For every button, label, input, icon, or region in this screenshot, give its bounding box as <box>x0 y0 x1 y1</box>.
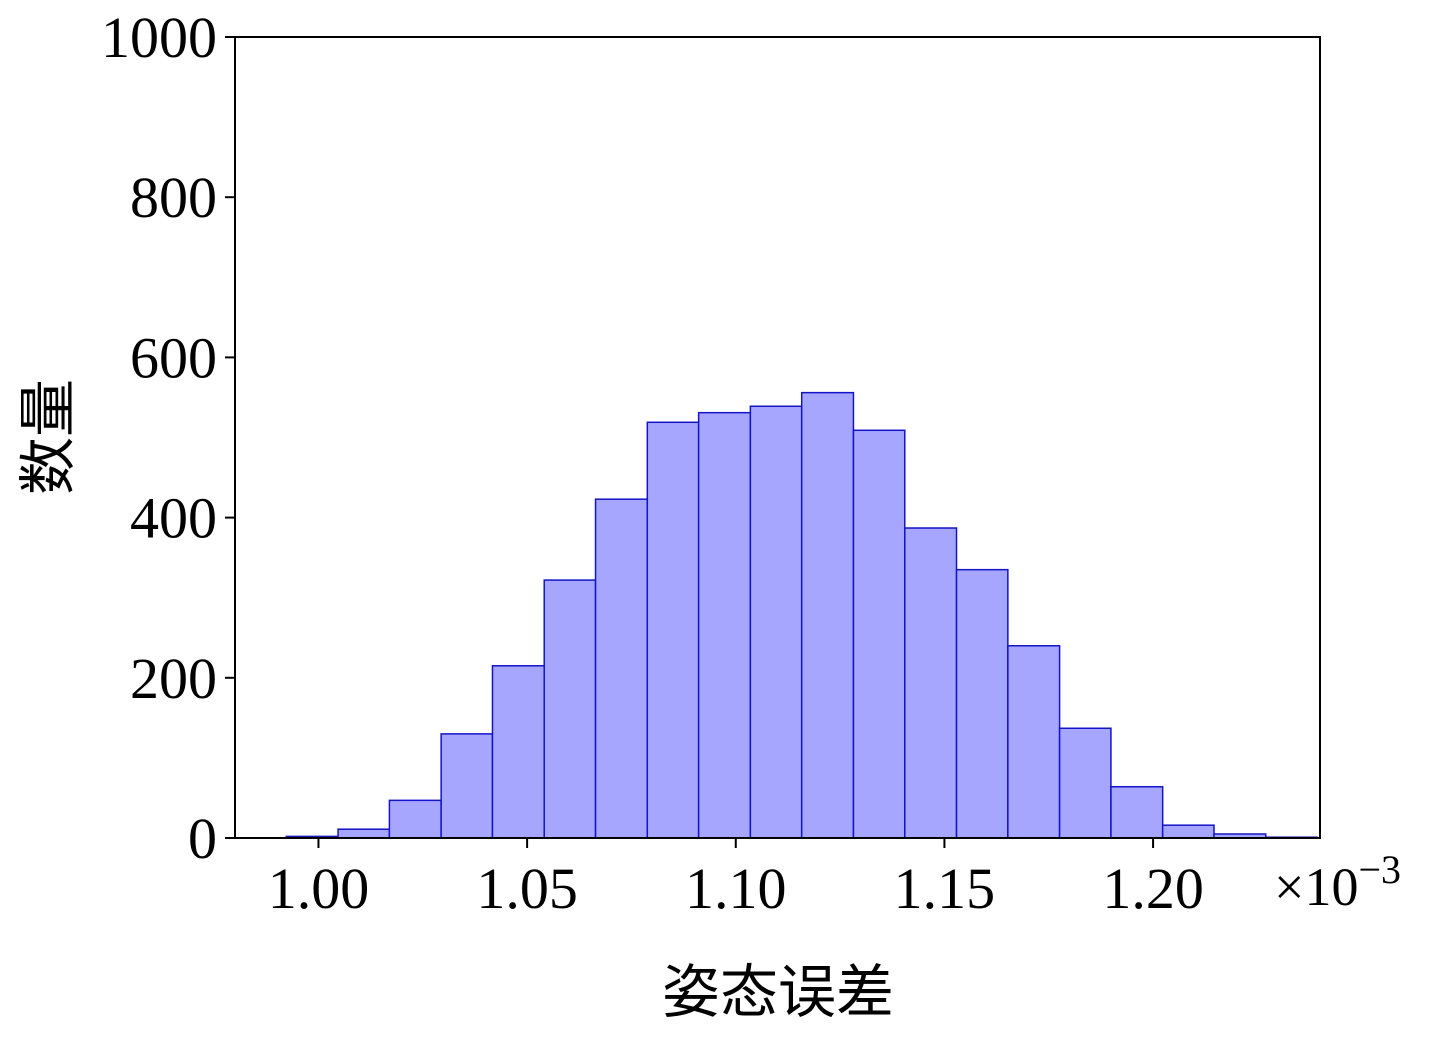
y-tick-label: 800 <box>130 165 217 230</box>
bar <box>852 429 906 839</box>
offset-exponent: −3 <box>1358 847 1401 892</box>
x-axis-label: 姿态误差 <box>662 960 894 1025</box>
y-axis-label: 数量 <box>16 379 81 495</box>
x-offset-text: ×10−3 <box>1274 847 1401 917</box>
x-tick-label: 1.10 <box>685 856 787 921</box>
bar <box>646 421 700 839</box>
x-tick-label: 1.05 <box>476 856 578 921</box>
y-tick-label: 0 <box>188 806 217 871</box>
bar <box>800 391 855 839</box>
x-tick-label: 1.15 <box>894 856 996 921</box>
offset-base: ×10 <box>1274 857 1358 917</box>
bar <box>337 828 391 839</box>
y-tick-label: 1000 <box>101 5 217 70</box>
x-tick-label: 1.20 <box>1102 856 1204 921</box>
bar <box>440 733 494 839</box>
bar <box>904 527 958 839</box>
bar <box>491 665 545 839</box>
bar <box>1058 727 1112 839</box>
bar <box>1161 824 1215 839</box>
bar <box>388 799 442 839</box>
bar <box>749 405 803 839</box>
y-tick-label: 600 <box>130 325 217 390</box>
y-tick-label: 200 <box>130 646 217 711</box>
y-tick-label: 400 <box>130 486 217 551</box>
x-tick-label: 1.00 <box>268 856 370 921</box>
bar <box>594 498 649 839</box>
plot-frame <box>234 36 1321 839</box>
bar <box>1007 645 1061 839</box>
bar <box>955 568 1009 839</box>
bar <box>1110 785 1164 839</box>
bar <box>543 579 597 839</box>
bar <box>697 411 752 839</box>
